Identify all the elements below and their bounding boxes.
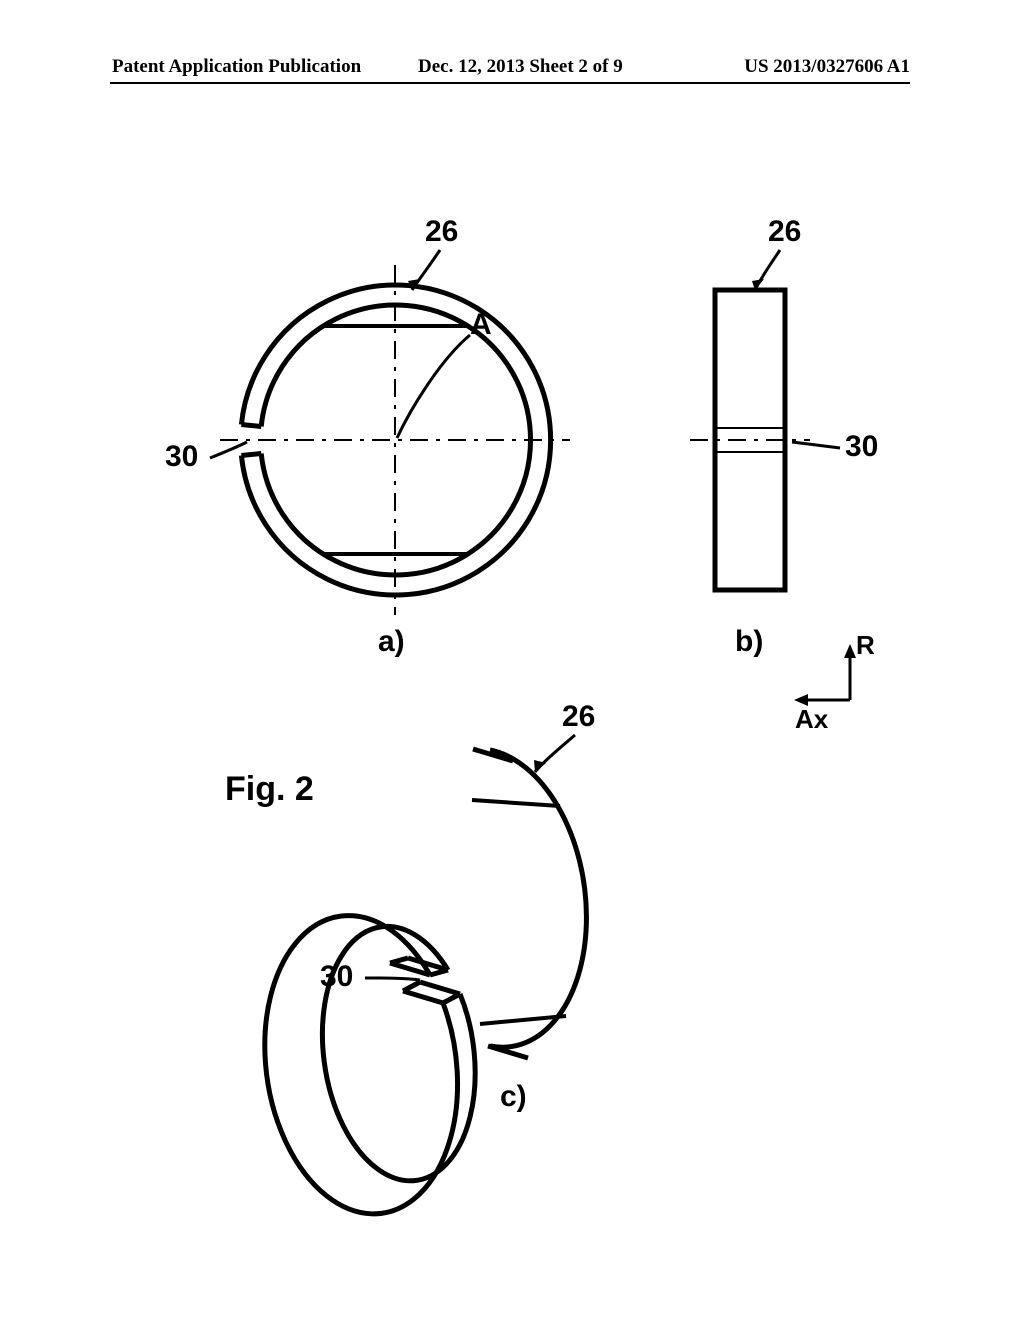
sub-c: c)	[500, 1080, 527, 1114]
ref-30-c: 30	[320, 960, 353, 994]
ref-26-c: 26	[562, 700, 595, 734]
page: Patent Application Publication Dec. 12, …	[0, 0, 1024, 1320]
figure-2: 26 A 30 a) 26 30 b) R	[0, 0, 1024, 1320]
view-c-svg	[0, 0, 1024, 1320]
